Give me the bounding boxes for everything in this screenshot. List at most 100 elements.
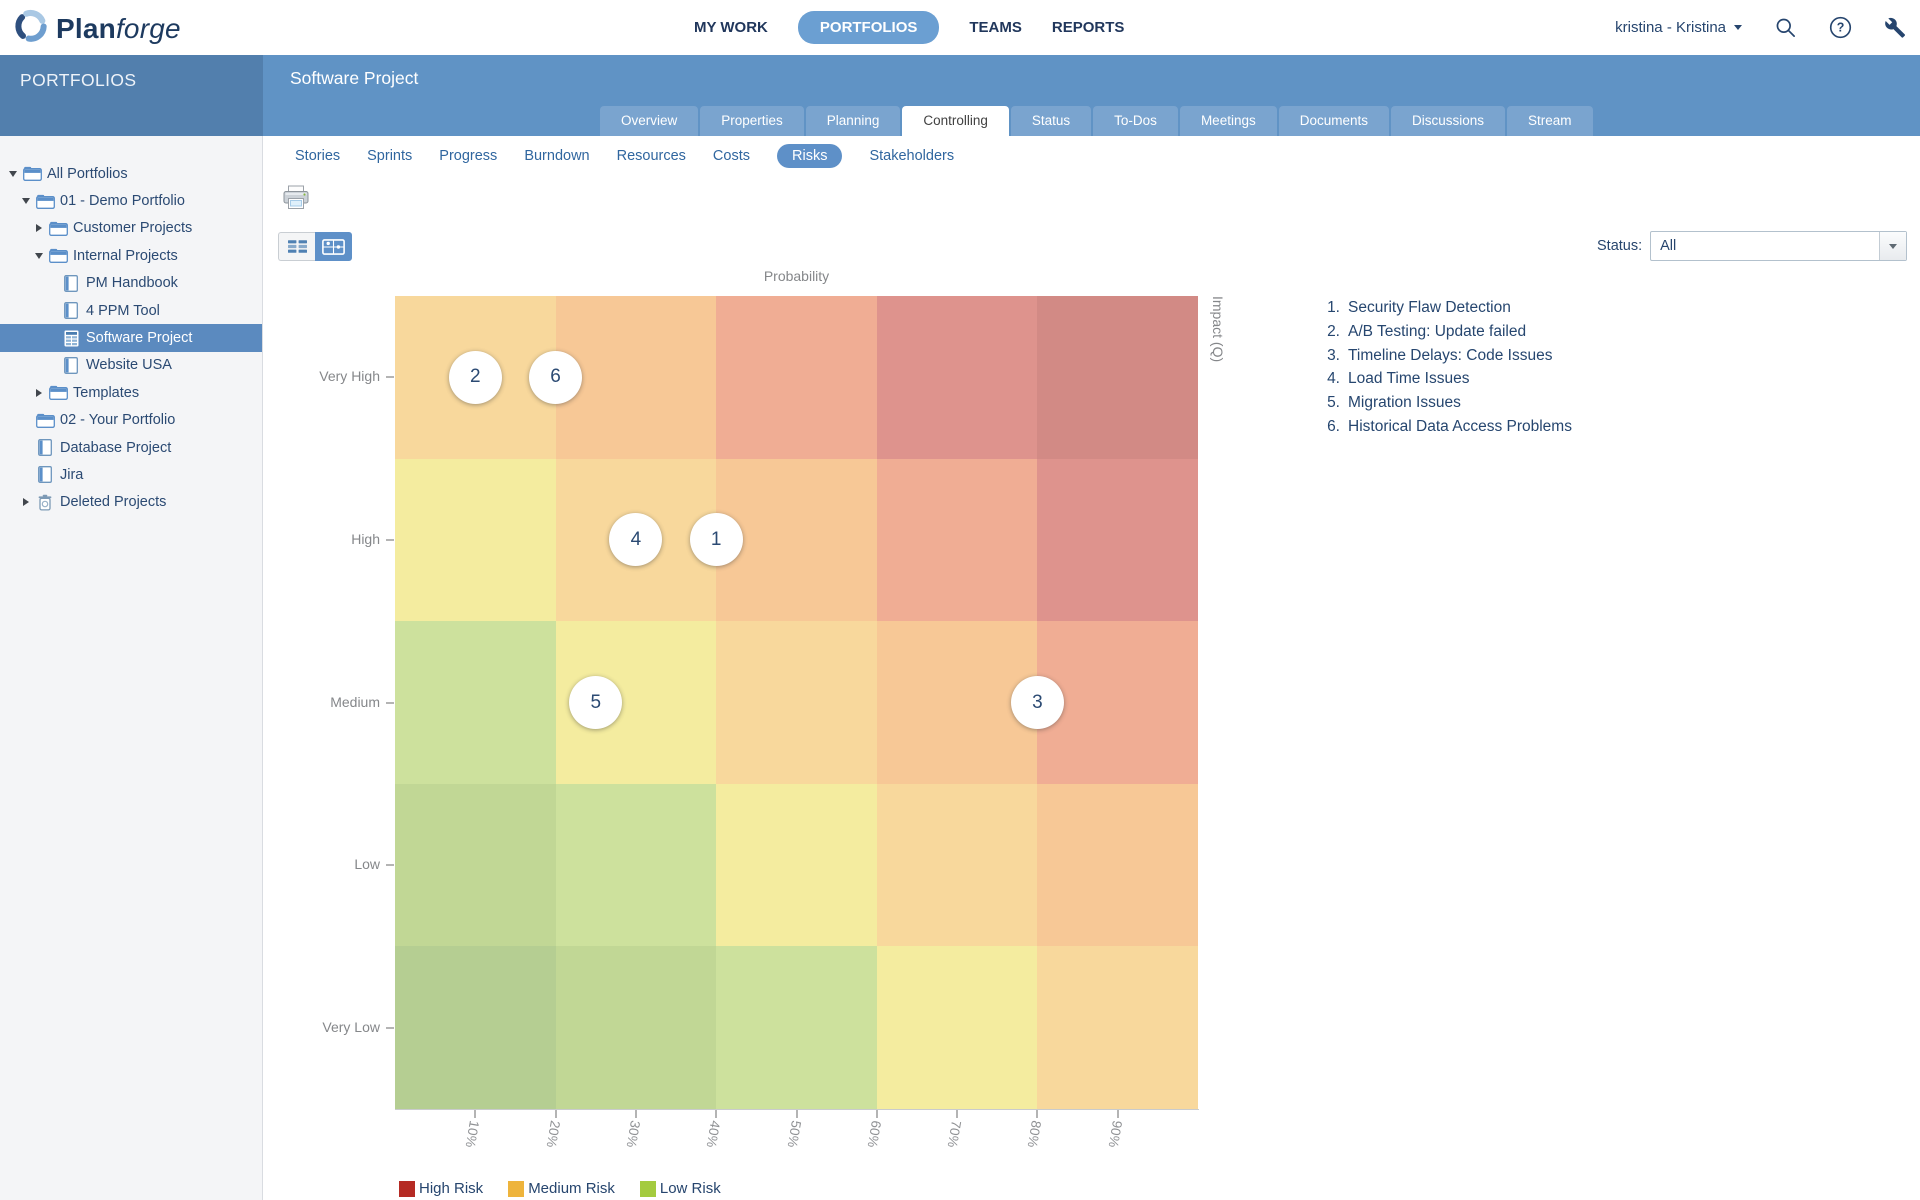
tab-overview[interactable]: Overview: [600, 106, 698, 136]
matrix-cell-r5c3: [716, 946, 877, 1109]
tree-item-customer-projects[interactable]: Customer Projects: [0, 215, 262, 242]
risk-list-item-6[interactable]: 6.Historical Data Access Problems: [1316, 415, 1572, 439]
tree-item-02-your-portfolio[interactable]: 02 - Your Portfolio: [0, 407, 262, 434]
nav-reports[interactable]: REPORTS: [1052, 19, 1125, 36]
subtab-sprints[interactable]: Sprints: [367, 148, 412, 164]
tree-item-database-project[interactable]: Database Project: [0, 434, 262, 461]
risk-bubble-4[interactable]: 4: [609, 513, 662, 566]
caret-right-icon[interactable]: [32, 224, 45, 232]
y-axis-title: Impact (Q): [1210, 296, 1226, 1109]
risk-list-label: Security Flaw Detection: [1348, 296, 1511, 320]
tab-controlling[interactable]: Controlling: [902, 106, 1009, 136]
risk-list-item-5[interactable]: 5. Migration Issues: [1316, 391, 1572, 415]
matrix-cell-r4c1: [395, 784, 556, 947]
risk-bubble-5[interactable]: 5: [569, 676, 622, 729]
risk-legend: High RiskMedium RiskLow Risk: [399, 1180, 721, 1197]
caret-down-icon[interactable]: [6, 171, 19, 177]
user-menu[interactable]: kristina - Kristina: [1615, 19, 1742, 36]
x-axis-label: 30%: [623, 1119, 642, 1148]
help-icon[interactable]: ?: [1829, 16, 1852, 39]
tab-discussions[interactable]: Discussions: [1391, 106, 1505, 136]
tree-item-all-portfolios[interactable]: All Portfolios: [0, 160, 262, 187]
y-axis-label: High: [272, 531, 380, 547]
tab-properties[interactable]: Properties: [700, 106, 804, 136]
matrix-cell-r2c5: [1037, 459, 1198, 622]
folder-icon: [47, 385, 69, 400]
tree-item-deleted-projects[interactable]: Deleted Projects: [0, 489, 262, 516]
legend-label: High Risk: [419, 1180, 483, 1197]
planforge-logo[interactable]: Planforge: [14, 9, 181, 48]
risk-bubble-6[interactable]: 6: [529, 351, 582, 404]
matrix-cell-r5c4: [877, 946, 1038, 1109]
tree-item-4-ppm-tool[interactable]: 4 PPM Tool: [0, 297, 262, 324]
list-view-button[interactable]: [278, 232, 315, 261]
tree-item-internal-projects[interactable]: Internal Projects: [0, 242, 262, 269]
subtab-progress[interactable]: Progress: [439, 148, 497, 164]
view-toggle-group: [278, 232, 352, 261]
search-icon[interactable]: [1774, 16, 1797, 39]
tab-planning[interactable]: Planning: [806, 106, 901, 136]
page-header: Software Project OverviewPropertiesPlann…: [263, 55, 1920, 136]
x-axis-label: 10%: [463, 1119, 482, 1148]
tree-item-pm-handbook[interactable]: PM Handbook: [0, 270, 262, 297]
risk-list-item-4[interactable]: 4.Load Time Issues: [1316, 367, 1572, 391]
nav-my-work[interactable]: MY WORK: [694, 19, 768, 36]
matrix-view-button[interactable]: [315, 232, 352, 261]
x-axis-tick: [555, 1110, 557, 1118]
subtab-stakeholders[interactable]: Stakeholders: [869, 148, 954, 164]
risk-bubble-3[interactable]: 3: [1011, 676, 1064, 729]
risk-list-number: 5.: [1316, 391, 1340, 415]
tab-stream[interactable]: Stream: [1507, 106, 1593, 136]
caret-down-icon[interactable]: [19, 198, 32, 204]
planforge-app: Planforge MY WORKPORTFOLIOSTEAMSREPORTS …: [0, 0, 1920, 1200]
tree-item-software-project[interactable]: Software Project: [0, 324, 262, 351]
legend-item-medium-risk: Medium Risk: [508, 1180, 615, 1197]
tree-item-templates[interactable]: Templates: [0, 379, 262, 406]
risk-list-item-1[interactable]: 1. Security Flaw Detection: [1316, 296, 1572, 320]
tree-item-label: 02 - Your Portfolio: [60, 412, 175, 428]
folder-icon: [34, 413, 56, 428]
tree-item-label: PM Handbook: [86, 275, 178, 291]
caret-down-icon[interactable]: [32, 253, 45, 259]
logo-text-bold: Plan: [56, 13, 116, 44]
tab-status[interactable]: Status: [1011, 106, 1091, 136]
tree-item-label: Software Project: [86, 330, 192, 346]
print-button[interactable]: [280, 185, 312, 213]
matrix-cell-r1c5: [1037, 296, 1198, 459]
risk-bubble-1[interactable]: 1: [690, 513, 743, 566]
risk-list-label: A/B Testing: Update failed: [1348, 320, 1526, 344]
select-arrow-button[interactable]: [1879, 232, 1906, 260]
matrix-cell-r4c2: [556, 784, 717, 947]
risk-list-label: Load Time Issues: [1348, 367, 1469, 391]
nav-teams[interactable]: TEAMS: [969, 19, 1022, 36]
tree-item-label: All Portfolios: [47, 166, 128, 182]
tab-meetings[interactable]: Meetings: [1180, 106, 1277, 136]
risk-list-item-2[interactable]: 2.A/B Testing: Update failed: [1316, 320, 1572, 344]
tree-item-website-usa[interactable]: Website USA: [0, 352, 262, 379]
subtab-stories[interactable]: Stories: [295, 148, 340, 164]
matrix-cell-r4c4: [877, 784, 1038, 947]
caret-right-icon[interactable]: [19, 498, 32, 506]
folder-icon: [21, 166, 43, 181]
subtab-burndown[interactable]: Burndown: [524, 148, 589, 164]
risk-list-item-3[interactable]: 3.Timeline Delays: Code Issues: [1316, 344, 1572, 368]
svg-text:?: ?: [1837, 21, 1845, 35]
admin-wrench-icon[interactable]: [1884, 17, 1906, 39]
tree-item-01-demo-portfolio[interactable]: 01 - Demo Portfolio: [0, 187, 262, 214]
subtab-resources[interactable]: Resources: [617, 148, 686, 164]
tab-to-dos[interactable]: To-Dos: [1093, 106, 1178, 136]
caret-right-icon[interactable]: [32, 389, 45, 397]
risk-list-label: Migration Issues: [1348, 391, 1461, 415]
subtab-risks[interactable]: Risks: [777, 144, 842, 168]
nav-portfolios[interactable]: PORTFOLIOS: [798, 11, 940, 44]
subtab-costs[interactable]: Costs: [713, 148, 750, 164]
tab-documents[interactable]: Documents: [1279, 106, 1389, 136]
matrix-cell-r1c3: [716, 296, 877, 459]
matrix-cell-r2c4: [877, 459, 1038, 622]
risk-matrix-chart: Probability Impact (Q) High RiskMedium R…: [0, 0, 1920, 1200]
status-select[interactable]: All: [1650, 231, 1907, 261]
tree-item-jira[interactable]: Jira: [0, 461, 262, 488]
matrix-cell-r1c4: [877, 296, 1038, 459]
risk-list-number: 1.: [1316, 296, 1340, 320]
risk-bubble-2[interactable]: 2: [449, 351, 502, 404]
